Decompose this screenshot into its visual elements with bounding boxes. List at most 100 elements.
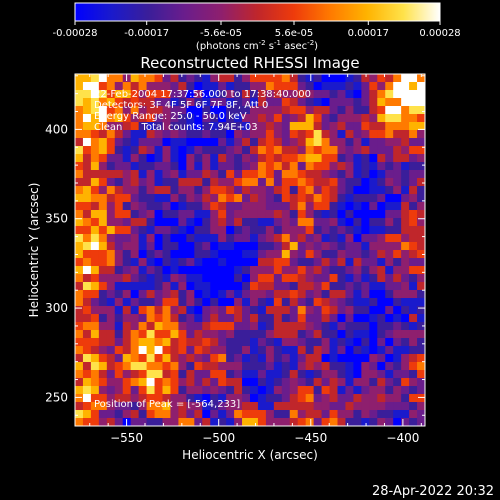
heatmap-cell (234, 74, 243, 83)
heatmap-cell (122, 130, 132, 139)
heatmap-cell (265, 98, 275, 107)
heatmap-cell (250, 138, 259, 147)
heatmap-cell (226, 154, 235, 163)
y-tick-label: 350 (45, 212, 68, 226)
heatmap-cell (297, 130, 307, 139)
heatmap-cell (82, 98, 92, 107)
heatmap-cell (242, 114, 251, 123)
heatmap-cell (162, 186, 172, 195)
heatmap-cell (250, 186, 259, 195)
heatmap-cell (305, 162, 315, 171)
heatmap-cell (313, 354, 323, 363)
heatmap-cell (329, 306, 339, 315)
heatmap-cell (106, 138, 116, 147)
heatmap-cell (297, 282, 307, 291)
heatmap-cell (313, 210, 323, 219)
heatmap-cell (242, 122, 251, 131)
heatmap-cell (138, 82, 148, 91)
heatmap-cell (106, 98, 116, 107)
heatmap-cell (297, 418, 307, 426)
heatmap-cell (194, 282, 203, 291)
heatmap-cell (210, 330, 219, 339)
heatmap-cell (297, 386, 307, 395)
heatmap-cell (369, 90, 378, 99)
heatmap-cell (417, 258, 425, 267)
heatmap-cell (226, 330, 235, 339)
heatmap-cell (90, 122, 100, 131)
heatmap-cell (226, 202, 235, 211)
heatmap-cell (417, 154, 425, 163)
heatmap-cell (106, 234, 116, 243)
heatmap-cell (305, 274, 315, 283)
heatmap-cell (186, 330, 195, 339)
heatmap-cell (146, 346, 156, 355)
heatmap-cell (202, 74, 211, 83)
heatmap-cell (218, 122, 227, 131)
heatmap-cell (122, 282, 132, 291)
heatmap-cell (210, 170, 219, 179)
heatmap-cell (170, 314, 179, 323)
heatmap-cell (329, 354, 339, 363)
heatmap-cell (90, 170, 100, 179)
heatmap-cell (321, 90, 331, 99)
heatmap-cell (297, 378, 307, 387)
heatmap-cell (377, 394, 386, 403)
heatmap-cell (281, 370, 291, 379)
heatmap-cell (226, 298, 235, 307)
heatmap-cell (265, 186, 275, 195)
heatmap-cell (361, 338, 370, 347)
heatmap-cell (313, 258, 323, 267)
heatmap-cell (305, 290, 315, 299)
heatmap-cell (194, 82, 203, 91)
heatmap-cell (345, 314, 354, 323)
heatmap-cell (329, 290, 339, 299)
heatmap-cell (265, 250, 275, 259)
heatmap-cell (242, 322, 251, 331)
heatmap-cell (377, 226, 386, 235)
heatmap-cell (281, 194, 291, 203)
heatmap-cell (393, 226, 402, 235)
heatmap-cell (82, 194, 92, 203)
heatmap-cell (194, 202, 203, 211)
heatmap-cell (210, 74, 219, 83)
heatmap-cell (417, 146, 425, 155)
heatmap-cell (313, 274, 323, 283)
heatmap-cell (154, 218, 164, 227)
heatmap-cell (202, 162, 211, 171)
heatmap-cell (234, 274, 243, 283)
heatmap-cell (353, 386, 362, 395)
heatmap-cell (138, 226, 148, 235)
heatmap-cell (305, 106, 315, 115)
heatmap-cell (369, 330, 378, 339)
heatmap-cell (353, 210, 362, 219)
heatmap-cell (114, 242, 124, 251)
heatmap-cell (409, 154, 418, 163)
heatmap-cell (242, 330, 251, 339)
heatmap-cell (210, 146, 219, 155)
heatmap-cell (273, 258, 283, 267)
heatmap-cell (385, 370, 394, 379)
heatmap-cell (377, 162, 386, 171)
heatmap-cell (122, 410, 132, 419)
heatmap-cell (305, 170, 315, 179)
heatmap-cell (130, 370, 140, 379)
heatmap-cell (75, 354, 84, 363)
heatmap-cell (289, 266, 299, 275)
heatmap-cell (345, 410, 354, 419)
heatmap-cell (146, 266, 156, 275)
heatmap-cell (194, 346, 203, 355)
heatmap-cell (393, 290, 402, 299)
heatmap-cell (321, 226, 331, 235)
heatmap-cell (186, 226, 195, 235)
heatmap-cell (273, 330, 283, 339)
heatmap-cell (242, 362, 251, 371)
info-line-time: 22-Feb-2004 17:37:56.000 to 17:38:40.000 (94, 89, 311, 100)
heatmap-cell (385, 162, 394, 171)
heatmap-cell (377, 282, 386, 291)
heatmap-cell (138, 410, 148, 419)
heatmap-cell (417, 322, 425, 331)
heatmap-cell (114, 306, 124, 315)
heatmap-cell (305, 314, 315, 323)
heatmap-cell (273, 210, 283, 219)
heatmap-cell (114, 194, 124, 203)
